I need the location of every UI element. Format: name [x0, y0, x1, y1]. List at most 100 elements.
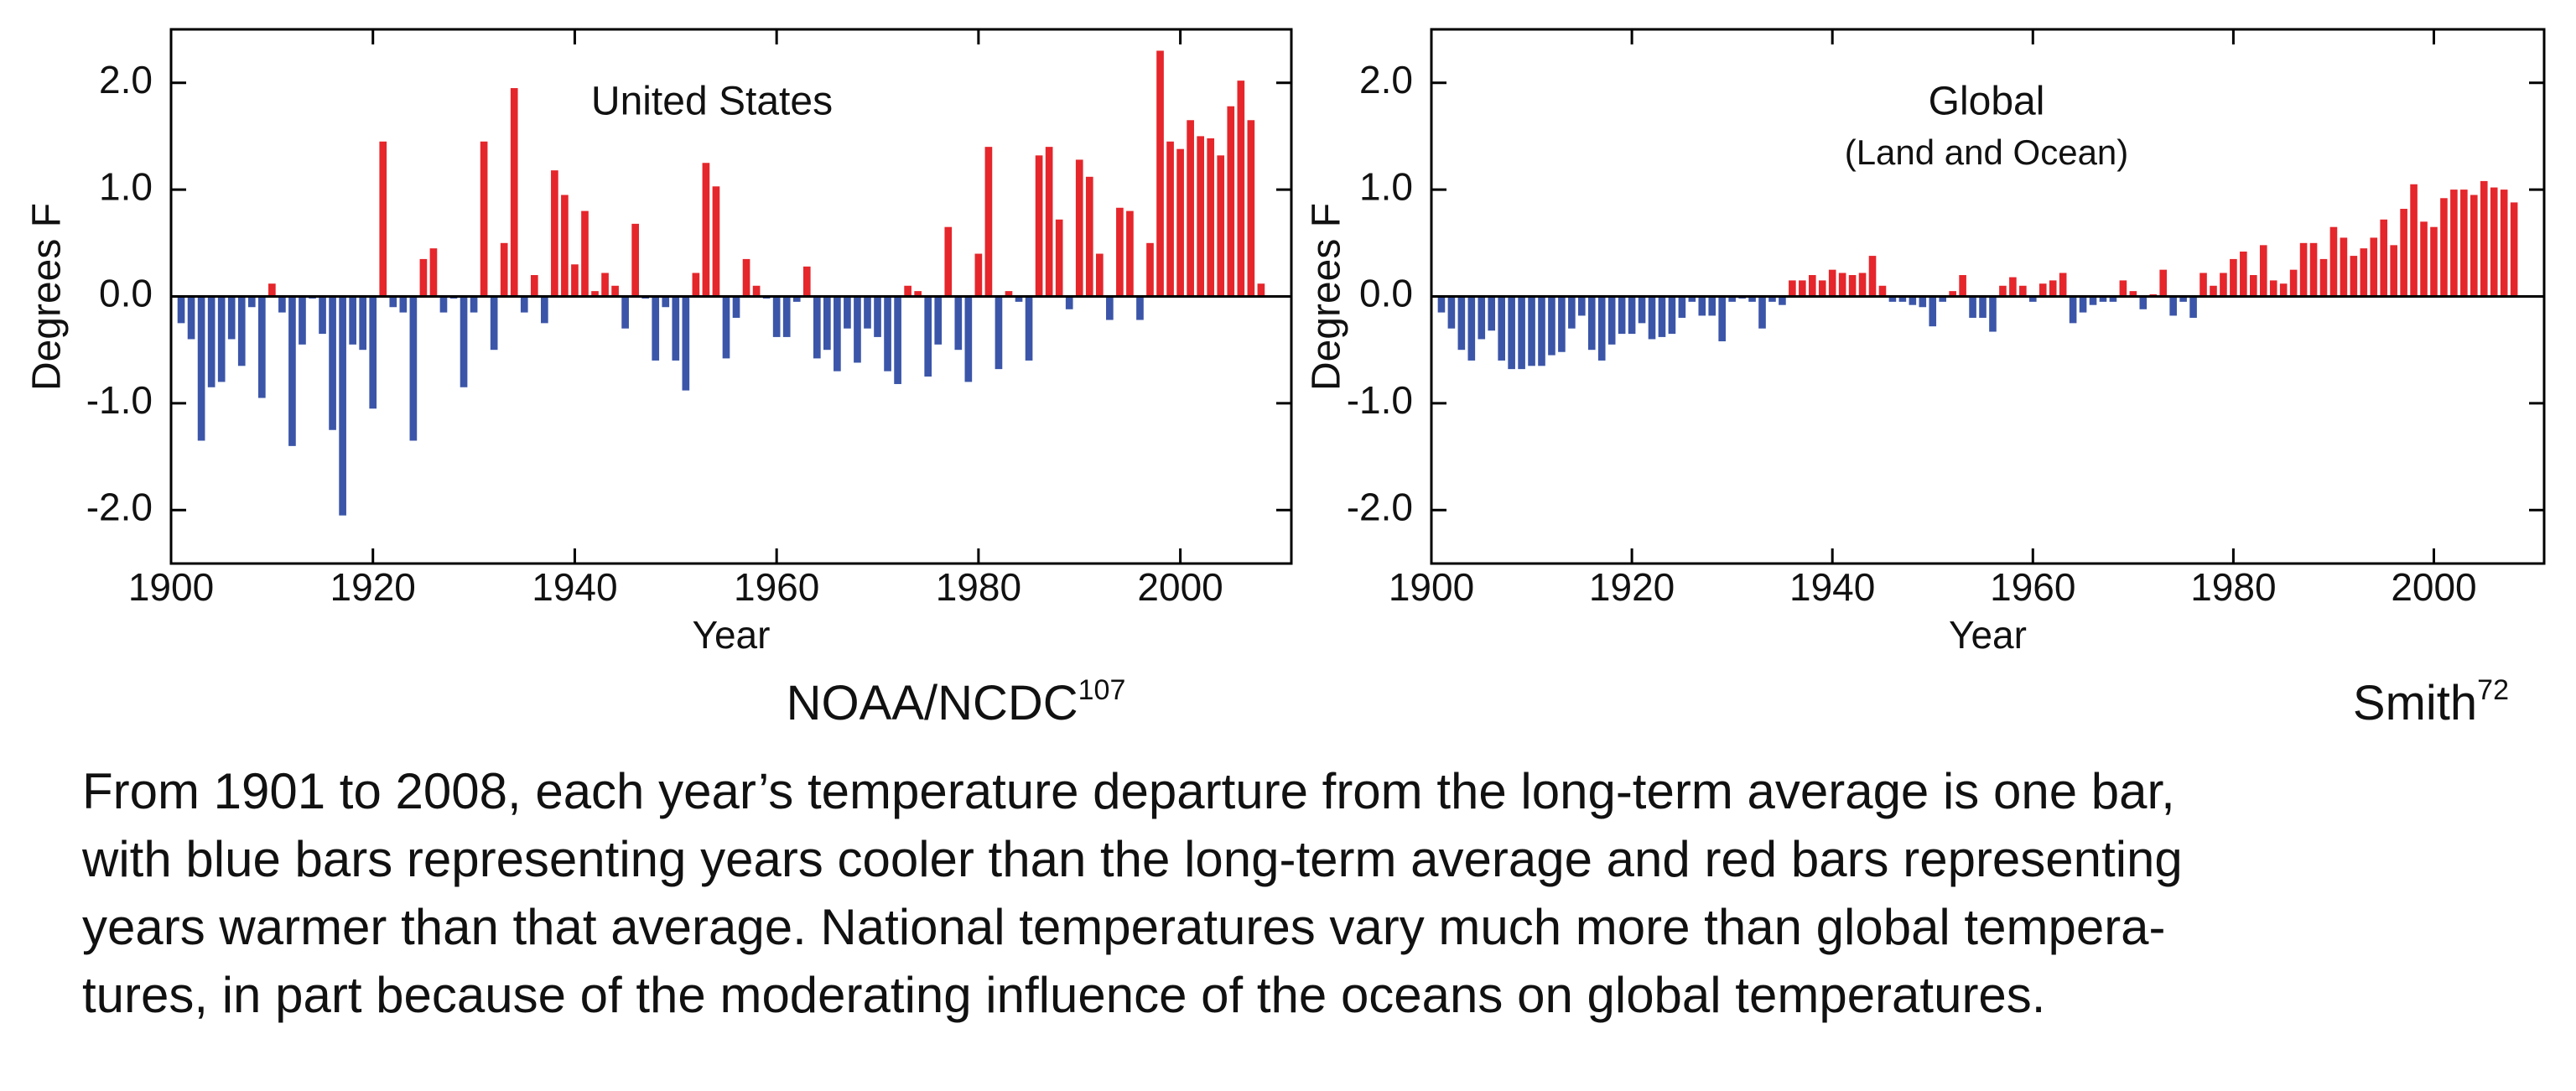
- caption-line: with blue bars representing years cooler…: [81, 831, 2183, 887]
- bar: [2269, 280, 2277, 297]
- bar: [2490, 187, 2498, 297]
- bar: [864, 296, 871, 329]
- bar: [247, 296, 256, 308]
- y-tick-label: 0.0: [1359, 272, 1413, 315]
- bar: [2230, 258, 2237, 297]
- chart-subtitle: (Land and Ocean): [1845, 132, 2129, 172]
- source-name: NOAA/NCDC: [787, 676, 1078, 730]
- bar: [1457, 296, 1466, 351]
- bar: [2460, 190, 2468, 297]
- bar: [652, 296, 660, 361]
- bar: [682, 296, 690, 391]
- bar: [834, 296, 841, 371]
- bar: [1607, 296, 1616, 345]
- bar: [974, 253, 983, 297]
- bar: [1508, 296, 1515, 370]
- bar: [984, 147, 993, 297]
- bar: [581, 210, 589, 297]
- bar: [551, 170, 558, 297]
- bar: [207, 296, 216, 387]
- x-tick-label: 1900: [128, 565, 214, 609]
- bar: [692, 273, 700, 297]
- bar: [1688, 296, 1696, 302]
- bar: [409, 296, 418, 441]
- bar: [1939, 296, 1947, 302]
- bar: [1538, 296, 1545, 366]
- bar: [2159, 269, 2168, 297]
- bar: [823, 296, 831, 351]
- bar: [2199, 273, 2207, 297]
- x-axis-label: Year: [1949, 613, 2027, 657]
- bar: [1045, 147, 1053, 297]
- bar: [1858, 273, 1867, 297]
- x-tick-label: 1960: [734, 565, 819, 609]
- bar: [1728, 296, 1736, 302]
- bar: [561, 195, 569, 297]
- bar: [1658, 296, 1666, 337]
- bar: [772, 296, 781, 337]
- bar: [2059, 273, 2067, 297]
- x-tick-label: 1920: [1589, 565, 1675, 609]
- bar: [359, 296, 367, 351]
- bar: [1789, 280, 1796, 297]
- bar: [1989, 296, 1997, 332]
- bar: [1959, 275, 1966, 297]
- bar: [1237, 81, 1245, 297]
- y-tick-label: -2.0: [86, 485, 153, 528]
- bar: [329, 296, 336, 430]
- bar: [1708, 296, 1716, 316]
- x-tick-label: 1920: [330, 565, 416, 609]
- bar: [510, 88, 518, 297]
- bar: [439, 296, 448, 313]
- bar: [339, 296, 346, 516]
- bar: [1488, 296, 1496, 331]
- bar: [1247, 120, 1255, 297]
- bar: [2360, 248, 2368, 297]
- bar: [1217, 155, 1225, 297]
- bar: [2079, 296, 2087, 313]
- x-tick-label: 1980: [936, 565, 1021, 609]
- bar: [894, 296, 901, 384]
- bar: [227, 296, 236, 340]
- bar: [1628, 296, 1636, 335]
- source-reference: 107: [1078, 674, 1126, 706]
- x-tick-label: 1900: [1389, 565, 1474, 609]
- bar: [2210, 285, 2217, 297]
- bar: [1156, 50, 1164, 297]
- bar: [2089, 296, 2097, 305]
- y-tick-label: -1.0: [86, 378, 153, 422]
- bar: [2450, 190, 2458, 297]
- chart-title: United States: [591, 80, 833, 124]
- bar: [2289, 269, 2298, 297]
- bar: [1898, 296, 1907, 302]
- bar: [187, 296, 195, 340]
- bar: [1035, 155, 1043, 297]
- bar: [2109, 296, 2117, 302]
- bar: [964, 296, 973, 382]
- bar: [2420, 221, 2428, 297]
- bar: [2430, 226, 2438, 297]
- bar: [1969, 296, 1976, 318]
- bar: [1136, 296, 1144, 320]
- bar: [1678, 296, 1686, 318]
- bar: [1758, 296, 1766, 329]
- bar: [197, 296, 205, 441]
- bar: [399, 296, 408, 313]
- bar: [1176, 148, 1184, 297]
- bar: [2220, 273, 2227, 297]
- caption-line: From 1901 to 2008, each year’s temperatu…: [82, 763, 2175, 819]
- bar: [2189, 296, 2197, 318]
- bar: [2510, 202, 2518, 297]
- bar: [2299, 242, 2308, 297]
- bar: [1799, 280, 1806, 297]
- bar: [1618, 296, 1626, 335]
- bar: [2319, 258, 2328, 297]
- y-axis-label: Degrees F: [1305, 203, 1349, 391]
- bar: [884, 296, 891, 371]
- bar: [2340, 237, 2348, 297]
- bar: [611, 285, 619, 297]
- bar: [924, 296, 932, 377]
- bar: [802, 266, 811, 297]
- bar: [844, 296, 851, 329]
